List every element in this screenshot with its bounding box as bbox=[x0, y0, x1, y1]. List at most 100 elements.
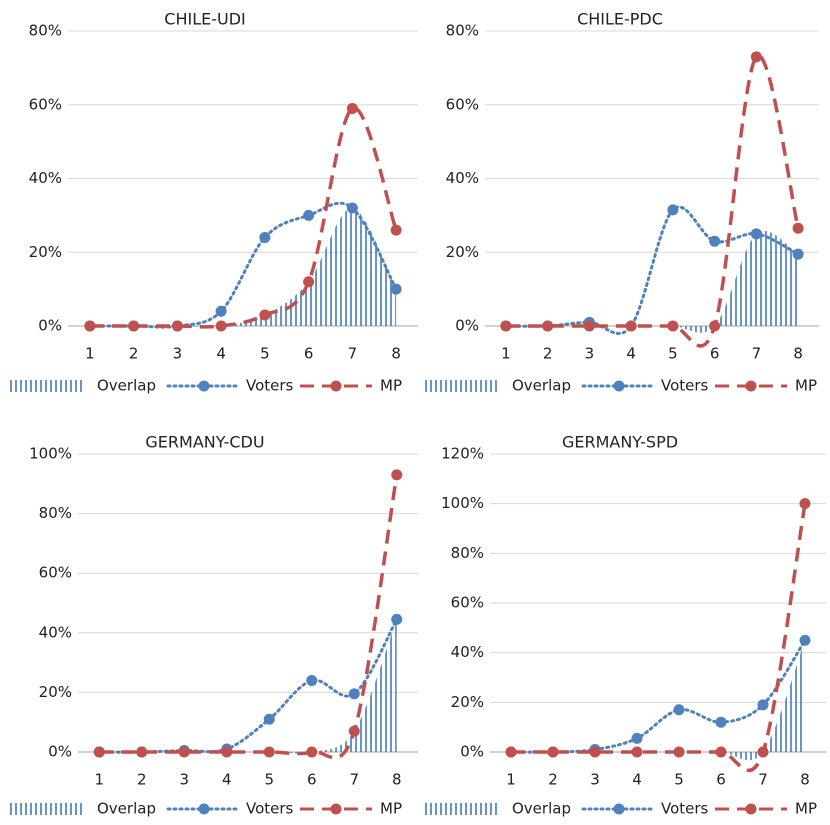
subplot: GERMANY-CDU 0% 20% 40% 60% 80% 100% 1 2 3 4 5 6 7 8 Ove… bbox=[8, 433, 418, 818]
overlap-area bbox=[511, 640, 805, 761]
x-tick-label: 8 bbox=[793, 345, 803, 363]
marker bbox=[799, 634, 811, 646]
x-tick-label: 4 bbox=[222, 771, 232, 789]
marker bbox=[547, 746, 559, 758]
y-tick-label: 100% bbox=[441, 494, 484, 512]
y-tick-label: 60% bbox=[39, 564, 72, 582]
marker bbox=[589, 746, 601, 758]
x-tick-label: 2 bbox=[543, 345, 553, 363]
dashed-line bbox=[511, 503, 807, 773]
y-tick-label: 20% bbox=[39, 683, 72, 701]
x-tick-label: 7 bbox=[758, 771, 768, 789]
y-tick-label: 80% bbox=[446, 22, 479, 40]
marker bbox=[799, 498, 811, 510]
y-tick-label: 60% bbox=[29, 95, 62, 113]
marker bbox=[306, 674, 318, 686]
marker bbox=[348, 688, 360, 700]
x-tick-label: 5 bbox=[674, 771, 684, 789]
legend-marker bbox=[613, 803, 625, 815]
x-tick-label: 8 bbox=[392, 771, 402, 789]
legend-marker bbox=[198, 803, 210, 815]
x-tick-label: 1 bbox=[85, 345, 95, 363]
marker bbox=[667, 320, 679, 332]
x-tick-label: 4 bbox=[632, 771, 642, 789]
marker bbox=[346, 102, 358, 114]
x-tick-label: 6 bbox=[710, 345, 720, 363]
y-tick-label: 40% bbox=[451, 643, 484, 661]
x-tick-label: 5 bbox=[668, 345, 678, 363]
y-tick-label: 40% bbox=[29, 169, 62, 187]
marker bbox=[625, 320, 637, 332]
dashed-line bbox=[99, 474, 399, 760]
marker bbox=[178, 746, 190, 758]
legend-label: Voters bbox=[661, 800, 709, 818]
x-tick-label: 7 bbox=[349, 771, 359, 789]
y-tick-label: 80% bbox=[39, 504, 72, 522]
y-tick-label: 40% bbox=[446, 169, 479, 187]
legend-marker bbox=[330, 380, 342, 392]
legend-label: MP bbox=[795, 800, 817, 818]
x-tick-label: 3 bbox=[179, 771, 189, 789]
marker bbox=[390, 283, 402, 295]
marker bbox=[667, 204, 679, 216]
marker bbox=[750, 228, 762, 240]
y-tick-label: 100% bbox=[29, 445, 72, 463]
marker bbox=[757, 746, 769, 758]
legend-marker bbox=[613, 380, 625, 392]
dotted-line bbox=[509, 638, 807, 754]
legend-label: Overlap bbox=[512, 800, 571, 818]
x-tick-label: 2 bbox=[548, 771, 558, 789]
marker bbox=[391, 469, 403, 481]
x-tick-label: 8 bbox=[391, 345, 401, 363]
marker bbox=[792, 248, 804, 260]
x-tick-label: 7 bbox=[752, 345, 762, 363]
x-tick-label: 6 bbox=[307, 771, 317, 789]
legend-label: Overlap bbox=[97, 377, 156, 395]
x-tick-label: 5 bbox=[260, 345, 270, 363]
legend-swatch bbox=[423, 380, 499, 392]
marker bbox=[128, 320, 140, 332]
marker bbox=[505, 746, 517, 758]
chart-title: GERMANY-CDU bbox=[145, 433, 264, 452]
marker bbox=[583, 320, 595, 332]
legend-swatch bbox=[8, 803, 84, 815]
y-tick-label: 60% bbox=[451, 594, 484, 612]
legend-label: Voters bbox=[246, 377, 294, 395]
overlap-area bbox=[89, 207, 397, 327]
x-tick-label: 1 bbox=[94, 771, 104, 789]
marker bbox=[390, 224, 402, 236]
y-tick-label: 20% bbox=[446, 243, 479, 261]
marker bbox=[757, 699, 769, 711]
legend-swatch bbox=[423, 803, 499, 815]
overlap-area bbox=[505, 230, 799, 333]
legend-label: MP bbox=[380, 800, 402, 818]
chart-title: CHILE-PDC bbox=[577, 10, 663, 29]
chart-title: GERMANY-SPD bbox=[562, 433, 678, 452]
x-tick-label: 7 bbox=[348, 345, 358, 363]
y-tick-label: 20% bbox=[29, 243, 62, 261]
y-tick-label: 80% bbox=[451, 544, 484, 562]
marker bbox=[346, 202, 358, 214]
legend-marker bbox=[198, 380, 210, 392]
marker bbox=[500, 320, 512, 332]
x-tick-label: 3 bbox=[585, 345, 595, 363]
legend-label: Voters bbox=[246, 800, 294, 818]
marker bbox=[542, 320, 554, 332]
marker bbox=[259, 232, 271, 243]
x-tick-label: 2 bbox=[137, 771, 147, 789]
legend-label: Overlap bbox=[97, 800, 156, 818]
marker bbox=[709, 235, 721, 247]
marker bbox=[263, 713, 275, 725]
marker bbox=[715, 716, 727, 728]
subplot: CHILE-UDI 0% 20% 40% 60% 80% 1 2 3 4 5 6 7 8 Overlap Vo… bbox=[8, 10, 418, 395]
x-tick-label: 4 bbox=[216, 345, 226, 363]
marker bbox=[709, 320, 721, 332]
x-tick-label: 1 bbox=[501, 345, 511, 363]
marker bbox=[136, 746, 148, 758]
subplot: GERMANY-SPD 0% 20% 40% 60% 80% 100% 120% 1 2 3 4 5 6 7… bbox=[423, 433, 826, 818]
y-tick-label: 40% bbox=[39, 623, 72, 641]
x-tick-label: 2 bbox=[129, 345, 139, 363]
legend-label: Overlap bbox=[512, 377, 571, 395]
marker bbox=[171, 320, 183, 332]
